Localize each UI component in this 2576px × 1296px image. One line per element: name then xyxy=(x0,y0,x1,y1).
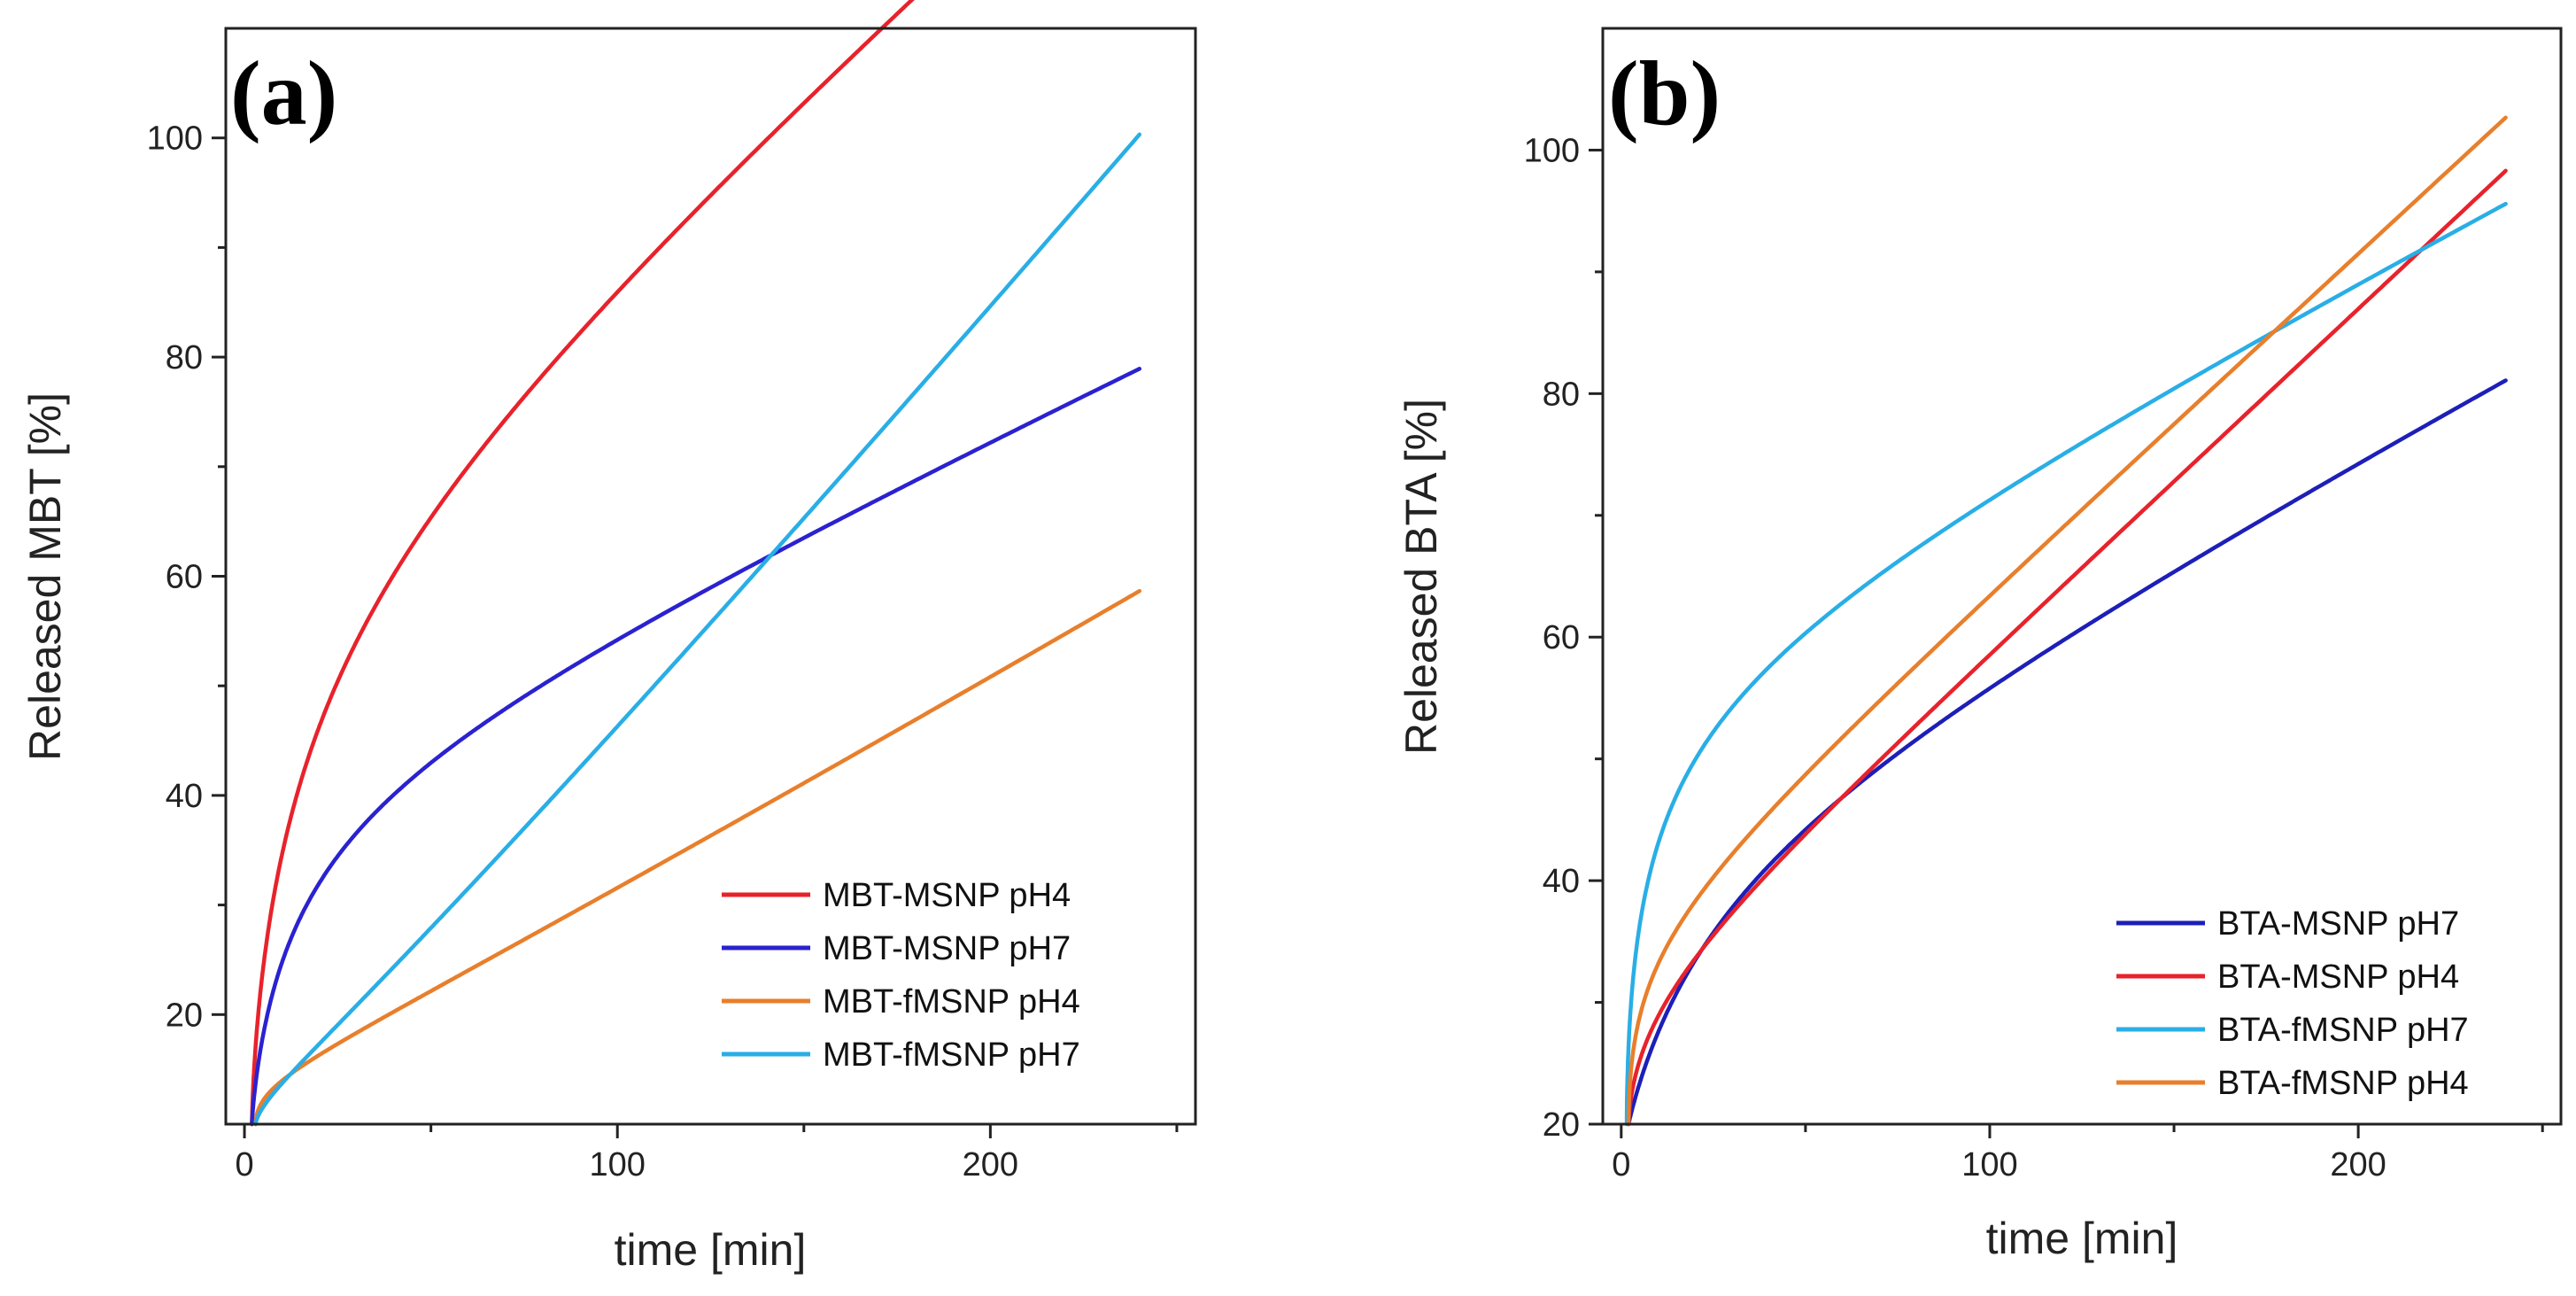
series-line xyxy=(250,0,915,1127)
series-line xyxy=(1626,168,2508,1127)
y-tick-label: 40 xyxy=(1543,863,1580,900)
legend-label: MBT-MSNP pH4 xyxy=(823,877,1071,914)
panel-b-ticks: 0 100 200 20 40 60 80 100 xyxy=(1524,132,2544,1183)
panel-b-label: (b) xyxy=(1608,43,1721,144)
y-tick-label: 20 xyxy=(166,997,203,1034)
series-line xyxy=(1626,115,2508,1127)
y-tick-label: 100 xyxy=(147,120,203,158)
panel-b-y-axis-label: Released BTA [%] xyxy=(1396,399,1446,755)
series-line xyxy=(250,367,1142,1127)
legend-label: MBT-fMSNP pH7 xyxy=(823,1036,1080,1074)
y-tick-label: 100 xyxy=(1524,132,1580,169)
panel-a-ticks: 0 100 200 20 40 60 80 100 xyxy=(147,120,1179,1183)
x-tick-label: 200 xyxy=(963,1146,1018,1183)
panel-a-chart: 0 100 200 20 40 60 80 100 (a) time [min] Releas… xyxy=(20,0,1197,1275)
y-tick-label: 60 xyxy=(1543,619,1580,656)
legend-label: MBT-fMSNP pH4 xyxy=(823,983,1080,1021)
legend-label: BTA-MSNP pH4 xyxy=(2217,958,2459,996)
x-tick-label: 100 xyxy=(1961,1146,2017,1183)
x-tick-label: 0 xyxy=(235,1146,253,1183)
y-tick-label: 80 xyxy=(1543,376,1580,413)
series-line xyxy=(1624,201,2508,1127)
y-tick-label: 40 xyxy=(166,778,203,815)
legend-label: MBT-MSNP pH7 xyxy=(823,930,1071,967)
legend-label: BTA-MSNP pH7 xyxy=(2217,905,2459,943)
panel-a-series xyxy=(250,0,1142,1127)
legend-label: BTA-fMSNP pH4 xyxy=(2217,1065,2469,1102)
panel-a-label: (a) xyxy=(230,43,337,144)
y-tick-label: 60 xyxy=(166,559,203,596)
x-tick-label: 200 xyxy=(2330,1146,2386,1183)
panel-a-y-axis-label: Released MBT [%] xyxy=(20,392,70,761)
panel-b-legend: BTA-MSNP pH7 BTA-MSNP pH4 BTA-fMSNP pH7 BTA… xyxy=(2116,905,2469,1102)
panel-b-x-axis-label: time [min] xyxy=(1986,1214,2178,1263)
y-tick-label: 20 xyxy=(1543,1106,1580,1144)
x-tick-label: 100 xyxy=(590,1146,646,1183)
panel-b-series xyxy=(1624,115,2508,1127)
panel-b-plot-frame xyxy=(1601,27,2563,1126)
y-tick-label: 80 xyxy=(166,339,203,376)
panel-b-chart: 0 100 200 20 40 60 80 100 (b) time [min] Releas… xyxy=(1396,27,2563,1263)
x-tick-label: 0 xyxy=(1612,1146,1630,1183)
panel-a-x-axis-label: time [min] xyxy=(615,1225,807,1275)
legend-label: BTA-fMSNP pH7 xyxy=(2217,1012,2469,1049)
panel-a-legend: MBT-MSNP pH4 MBT-MSNP pH7 MBT-fMSNP pH4 MBT… xyxy=(722,877,1080,1074)
series-line xyxy=(253,132,1142,1127)
series-line xyxy=(1626,378,2508,1127)
